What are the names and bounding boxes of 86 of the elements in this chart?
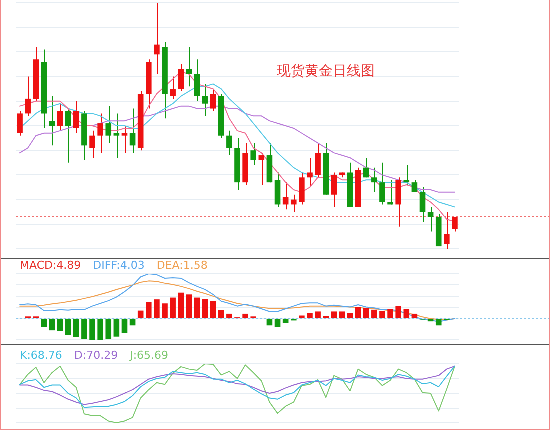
bar bbox=[122, 319, 128, 334]
series-label: DIFF:4.03 bbox=[93, 258, 145, 272]
bar bbox=[372, 310, 378, 318]
bar bbox=[74, 319, 80, 338]
text: D:70.29 bbox=[74, 348, 118, 362]
bar bbox=[90, 319, 96, 340]
bar bbox=[146, 302, 152, 318]
candlestick bbox=[98, 113, 104, 154]
bar bbox=[404, 309, 410, 318]
candlestick bbox=[210, 88, 216, 112]
bar bbox=[380, 311, 386, 318]
candlestick bbox=[130, 108, 136, 154]
candlestick bbox=[452, 216, 458, 232]
bar bbox=[114, 319, 120, 337]
candlestick bbox=[25, 76, 31, 117]
candlestick bbox=[315, 142, 321, 178]
candlestick bbox=[17, 110, 23, 136]
candlestick bbox=[380, 162, 386, 206]
bar bbox=[363, 308, 370, 318]
candlestick bbox=[170, 76, 176, 100]
bar bbox=[315, 312, 321, 318]
text: MACD:4.89 bbox=[20, 258, 82, 272]
bar bbox=[49, 319, 56, 331]
bar bbox=[274, 319, 281, 328]
candlestick bbox=[202, 84, 208, 117]
candlestick bbox=[65, 108, 72, 164]
candlestick bbox=[444, 212, 450, 250]
candlestick bbox=[74, 100, 80, 134]
bar bbox=[242, 314, 248, 318]
bar bbox=[178, 292, 184, 318]
candlestick bbox=[372, 167, 378, 193]
bar bbox=[154, 300, 160, 318]
bar bbox=[98, 319, 104, 340]
bar bbox=[436, 319, 442, 326]
bar bbox=[130, 319, 136, 326]
series-label: J:65.69 bbox=[129, 348, 169, 362]
candlestick bbox=[178, 64, 184, 92]
bar bbox=[388, 309, 394, 318]
bar bbox=[339, 312, 346, 318]
candlestick bbox=[428, 206, 434, 232]
bar bbox=[282, 319, 289, 324]
candlestick bbox=[420, 187, 426, 222]
bar bbox=[299, 316, 305, 318]
candlestick bbox=[404, 164, 410, 186]
candlestick bbox=[290, 194, 297, 213]
bar bbox=[162, 304, 168, 318]
candlestick bbox=[154, 2, 160, 75]
bar bbox=[170, 298, 176, 318]
bar bbox=[266, 319, 273, 326]
candlestick bbox=[186, 46, 192, 88]
candlestick bbox=[49, 96, 56, 146]
candlestick bbox=[106, 106, 112, 144]
candlestick bbox=[90, 130, 96, 158]
bar bbox=[194, 298, 200, 318]
bar bbox=[396, 306, 402, 318]
series-label: K:68.76 bbox=[20, 348, 62, 362]
bar bbox=[331, 312, 338, 318]
candlestick bbox=[250, 142, 257, 166]
candlestick bbox=[307, 157, 313, 188]
candlestick bbox=[122, 126, 128, 154]
bar bbox=[106, 319, 112, 340]
bar bbox=[347, 313, 354, 318]
bar bbox=[65, 319, 72, 336]
annotation: 现货黄金日线图 bbox=[277, 64, 376, 80]
candlestick bbox=[114, 113, 120, 158]
bar bbox=[202, 299, 208, 318]
bar bbox=[186, 294, 192, 318]
candlestick bbox=[282, 182, 289, 210]
bar bbox=[57, 319, 64, 332]
bar bbox=[218, 310, 224, 318]
bar bbox=[138, 310, 144, 318]
candlestick bbox=[194, 59, 200, 102]
candlestick bbox=[258, 152, 265, 186]
bar bbox=[41, 319, 48, 328]
bar bbox=[355, 307, 362, 318]
bar bbox=[82, 319, 88, 340]
candlestick bbox=[331, 172, 338, 208]
bar bbox=[307, 313, 313, 318]
bar bbox=[226, 314, 232, 318]
series-label: DEA:1.58 bbox=[156, 258, 208, 272]
bar bbox=[210, 301, 216, 318]
candlestick bbox=[57, 103, 64, 132]
candlestick bbox=[226, 130, 232, 156]
bar bbox=[412, 314, 418, 318]
candlestick bbox=[412, 180, 418, 193]
candlestick bbox=[363, 157, 370, 178]
